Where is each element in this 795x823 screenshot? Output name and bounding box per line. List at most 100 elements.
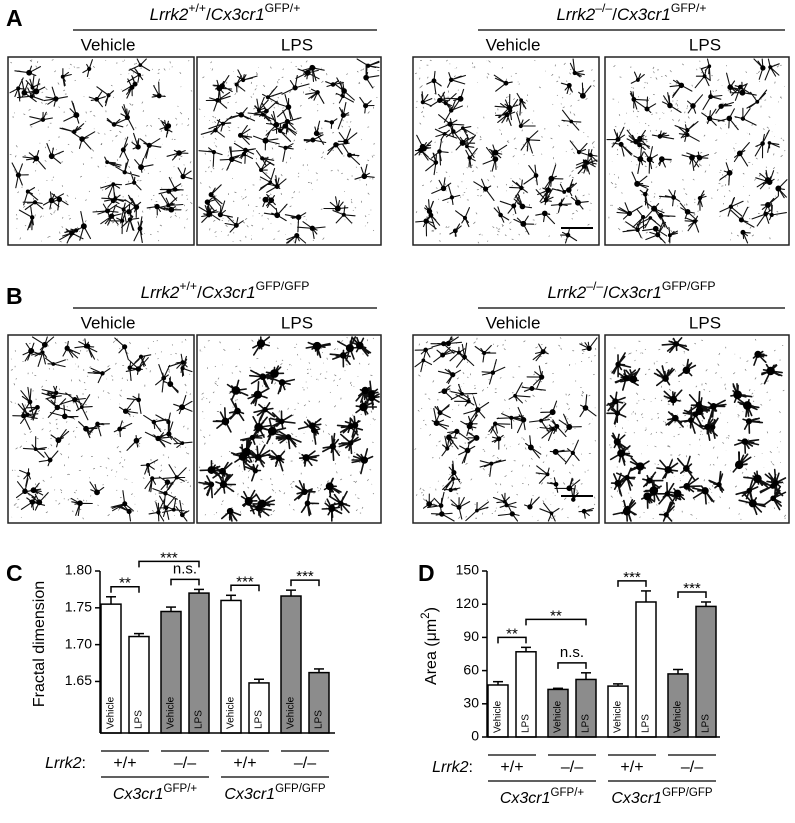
text-part: Cx3cr1 (617, 5, 671, 24)
text-part: Lrrk2 (547, 283, 586, 302)
y-tick-label: 1.65 (65, 672, 92, 688)
group-label: +/+ (500, 759, 523, 776)
cell-speckle (608, 60, 786, 241)
panel-label: D (418, 560, 435, 586)
text-part: –/– (595, 1, 612, 15)
cell-speckle (414, 59, 596, 244)
text-part: Area (μm (423, 619, 440, 685)
supergroup-label: Cx3cr1GFP/GFP (611, 787, 713, 807)
cell-speckle (198, 60, 380, 244)
text-part: Cx3cr1 (202, 283, 256, 302)
significance-bracket (525, 618, 587, 626)
panel-label: C (6, 560, 23, 586)
significance-label: n.s. (560, 644, 584, 661)
supergroup-label: Cx3cr1GFP/+ (500, 787, 585, 807)
condition-label: Vehicle (486, 35, 541, 54)
text-part: +/+ (179, 279, 197, 293)
significance-label: *** (296, 568, 314, 585)
text-part: Cx3cr1 (211, 5, 265, 24)
genotype-header: Lrrk2+/+/Cx3cr1GFP/GFP (141, 279, 310, 302)
text-part: GFP/GFP (662, 279, 716, 293)
significance-label: *** (623, 569, 641, 586)
bar-label: Vehicle (613, 700, 624, 733)
condition-label: Vehicle (81, 35, 136, 54)
bar-label: Vehicle (226, 696, 237, 729)
group-label: –/– (174, 755, 196, 772)
condition-label: LPS (281, 313, 313, 332)
supergroup-label: Cx3cr1GFP/+ (113, 783, 198, 803)
group-label: –/– (681, 759, 703, 776)
text-part: Lrrk2 (45, 755, 82, 772)
text-part: Cx3cr1 (113, 786, 164, 803)
text-part: Lrrk2 (432, 759, 469, 776)
text-part: GFP/+ (551, 787, 585, 799)
significance-label: ** (550, 607, 562, 624)
text-part: Cx3cr1 (611, 790, 662, 807)
bar-label: Vehicle (106, 696, 117, 729)
text-part: / (603, 283, 608, 302)
text-part: 2 (420, 612, 432, 618)
cell-processes (9, 58, 193, 244)
bar-label: Vehicle (553, 700, 564, 733)
bar-label: LPS (194, 710, 205, 729)
group-label: +/+ (620, 759, 643, 776)
bar-label: LPS (701, 714, 712, 733)
text-part: Cx3cr1 (224, 786, 275, 803)
y-tick-label: 0 (471, 728, 479, 744)
bar-label: LPS (254, 710, 265, 729)
cell-bodies (15, 63, 186, 236)
group-label: –/– (561, 759, 583, 776)
text-part: ) (423, 607, 440, 612)
bar-label: Vehicle (673, 700, 684, 733)
cell-bodies (421, 340, 592, 517)
significance-bracket (170, 578, 200, 586)
significance-bracket (138, 560, 200, 568)
supergroup-label: Cx3cr1GFP/GFP (224, 783, 326, 803)
text-part: Cx3cr1 (500, 790, 551, 807)
condition-label: Vehicle (486, 313, 541, 332)
text-part: GFP/GFP (256, 279, 310, 293)
x-prefix: Lrrk2: (432, 759, 473, 776)
text-part: GFP/+ (265, 1, 301, 15)
significance-bracket (557, 662, 587, 669)
text-part: : (469, 759, 473, 776)
bar-label: Vehicle (166, 696, 177, 729)
micrograph (604, 334, 790, 524)
genotype-header: Lrrk2+/+/Cx3cr1GFP/+ (150, 1, 301, 24)
text-part: GFP/+ (164, 783, 198, 795)
y-tick-label: 1.75 (65, 599, 92, 615)
text-part: Cx3cr1 (608, 283, 662, 302)
x-prefix: Lrrk2: (45, 755, 86, 772)
significance-bracket (290, 579, 320, 587)
text-part: : (82, 755, 86, 772)
text-part: Fractal dimension (31, 581, 48, 707)
bar-label: Vehicle (493, 700, 504, 733)
text-part: GFP/GFP (275, 783, 326, 795)
y-tick-label: 150 (456, 562, 480, 578)
group-label: +/+ (113, 755, 136, 772)
text-part: / (197, 283, 202, 302)
text-part: Lrrk2 (556, 5, 595, 24)
text-part: GFP/GFP (662, 787, 713, 799)
y-tick-label: 60 (463, 661, 479, 677)
cell-processes (414, 58, 598, 244)
bar-label: LPS (521, 714, 532, 733)
bar-label: LPS (314, 710, 325, 729)
y-tick-label: 30 (463, 695, 479, 711)
bar-label: LPS (134, 710, 145, 729)
y-tick-label: 90 (463, 628, 479, 644)
significance-bracket (677, 591, 707, 598)
significance-label: *** (683, 580, 701, 597)
group-label: +/+ (233, 755, 256, 772)
significance-label: ** (119, 575, 131, 592)
significance-bracket (230, 584, 260, 592)
text-part: / (206, 5, 211, 24)
y-tick-label: 120 (456, 595, 480, 611)
genotype-header: Lrrk2–/–/Cx3cr1GFP/+ (556, 1, 706, 24)
micrograph (7, 334, 195, 524)
significance-bracket (617, 580, 647, 587)
significance-label: *** (236, 573, 254, 590)
significance-label: n.s. (173, 560, 197, 577)
genotype-header: Lrrk2–/–/Cx3cr1GFP/GFP (547, 279, 715, 302)
